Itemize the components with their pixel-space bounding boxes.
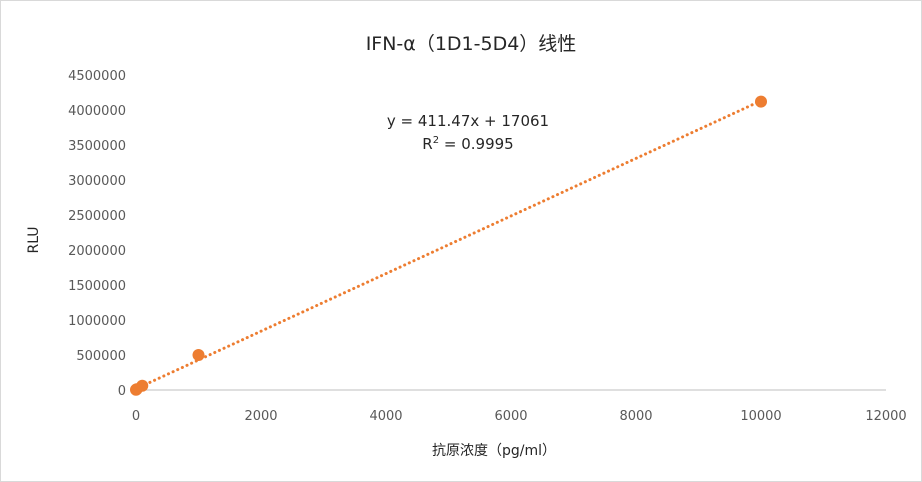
- y-tick-label: 500000: [76, 349, 126, 364]
- data-point: [755, 95, 767, 108]
- r-squared-prefix: R: [422, 135, 432, 153]
- r-squared-value: = 0.9995: [439, 135, 514, 153]
- y-tick-label: 2000000: [68, 244, 126, 259]
- data-point: [136, 379, 149, 392]
- y-axis-title: RLU: [26, 226, 42, 253]
- y-tick-label: 4500000: [68, 69, 126, 84]
- x-tick-labels: 0 2000 4000 6000 8000 10000 12000: [132, 409, 907, 424]
- x-tick-label: 6000: [494, 409, 527, 424]
- y-tick-label: 2500000: [68, 209, 126, 224]
- y-tick-label: 1500000: [68, 279, 126, 294]
- data-point: [192, 349, 205, 361]
- data-points: [130, 95, 767, 396]
- y-tick-label: 4000000: [68, 104, 126, 119]
- y-tick-label: 3000000: [68, 174, 126, 189]
- x-axis-title: 抗原浓度（pg/ml）: [432, 443, 556, 459]
- y-tick-labels: 0 500000 1000000 1500000 2000000 2500000 30000…: [68, 69, 126, 399]
- x-tick-label: 8000: [619, 409, 652, 424]
- x-tick-label: 12000: [865, 409, 906, 424]
- x-tick-label: 10000: [740, 409, 781, 424]
- x-tick-label: 2000: [244, 409, 277, 424]
- x-tick-label: 0: [132, 409, 140, 424]
- y-tick-label: 3500000: [68, 139, 126, 154]
- r-squared-superscript: 2: [433, 135, 439, 146]
- y-tick-label: 0: [118, 384, 126, 399]
- y-tick-label: 1000000: [68, 314, 126, 329]
- trendline-equation: y = 411.47x + 17061: [387, 112, 549, 130]
- chart-title: IFN-α（1D1-5D4）线性: [366, 33, 577, 55]
- r-squared-label: R2 = 0.9995: [422, 135, 513, 153]
- x-tick-label: 4000: [369, 409, 402, 424]
